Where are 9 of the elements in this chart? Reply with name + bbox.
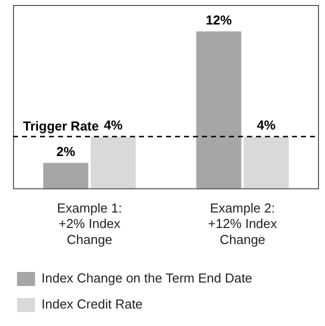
data-label: 12% <box>206 12 232 28</box>
data-label: 4% <box>256 118 276 133</box>
data-label: 4% <box>104 118 124 133</box>
legend-label: Index Credit Rate <box>42 296 143 312</box>
x-tick-label: Example 2: +12% Index Change <box>208 200 278 247</box>
legend-label: Index Change on the Term End Date <box>42 270 252 286</box>
ref-line-label: Trigger Rate <box>23 118 99 134</box>
data-label: 2% <box>56 144 76 159</box>
x-tick-label: Example 1: +2% Index Change <box>56 200 122 247</box>
